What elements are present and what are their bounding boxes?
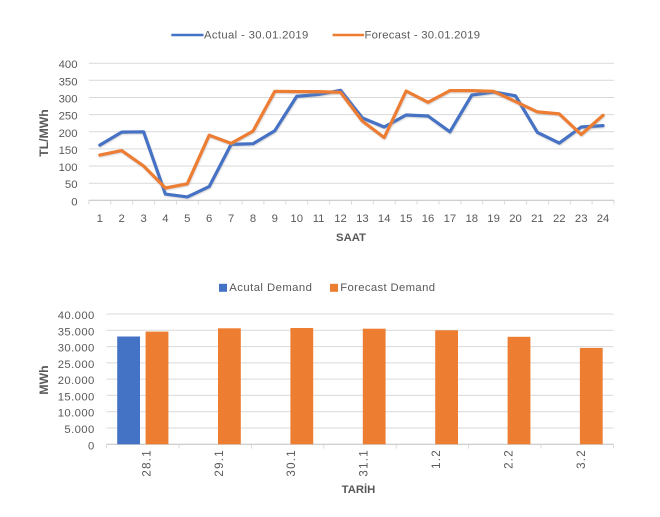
svg-text:7: 7: [228, 213, 234, 225]
svg-text:1: 1: [97, 213, 103, 225]
svg-text:6: 6: [206, 213, 212, 225]
svg-text:Forecast Demand: Forecast Demand: [340, 282, 435, 294]
svg-text:10: 10: [290, 213, 303, 225]
svg-text:TARİH: TARİH: [342, 483, 376, 496]
svg-text:20.000: 20.000: [58, 375, 95, 387]
svg-text:40.000: 40.000: [58, 310, 95, 322]
svg-text:3: 3: [140, 213, 146, 225]
svg-text:250: 250: [59, 111, 78, 123]
svg-text:19: 19: [487, 213, 500, 225]
svg-text:13: 13: [356, 213, 369, 225]
svg-text:30.000: 30.000: [58, 343, 95, 355]
svg-text:SAAT: SAAT: [336, 232, 366, 244]
svg-text:300: 300: [59, 94, 78, 106]
svg-text:MWh: MWh: [37, 365, 51, 394]
svg-text:18: 18: [466, 213, 479, 225]
svg-text:10.000: 10.000: [58, 408, 95, 420]
svg-text:TL/MWh: TL/MWh: [37, 109, 51, 156]
svg-text:24: 24: [597, 213, 610, 225]
svg-text:200: 200: [59, 128, 78, 140]
svg-text:17: 17: [444, 213, 457, 225]
svg-text:0: 0: [71, 196, 77, 208]
svg-text:25.000: 25.000: [58, 359, 95, 371]
svg-text:1.2: 1.2: [431, 449, 443, 469]
svg-text:15: 15: [400, 213, 413, 225]
svg-text:Actual - 30.01.2019: Actual - 30.01.2019: [204, 30, 309, 42]
svg-text:11: 11: [313, 213, 325, 225]
svg-text:5.000: 5.000: [64, 424, 94, 436]
svg-text:16: 16: [422, 213, 435, 225]
svg-text:350: 350: [59, 76, 78, 88]
svg-text:2.2: 2.2: [503, 449, 515, 469]
svg-text:50: 50: [65, 179, 78, 191]
svg-text:Forecast - 30.01.2019: Forecast - 30.01.2019: [365, 30, 481, 42]
svg-text:100: 100: [59, 162, 78, 174]
svg-text:15.000: 15.000: [58, 391, 95, 403]
svg-text:30.1: 30.1: [286, 449, 298, 477]
svg-text:3.2: 3.2: [576, 449, 588, 469]
svg-text:14: 14: [378, 213, 391, 225]
svg-text:150: 150: [59, 145, 78, 157]
svg-text:0: 0: [88, 440, 95, 452]
svg-text:28.1: 28.1: [141, 449, 153, 477]
svg-text:23: 23: [575, 213, 588, 225]
svg-text:9: 9: [272, 213, 278, 225]
svg-text:31.1: 31.1: [359, 449, 371, 477]
svg-text:Acutal Demand: Acutal Demand: [229, 282, 312, 294]
svg-text:400: 400: [59, 59, 78, 71]
svg-text:5: 5: [184, 213, 190, 225]
svg-text:22: 22: [553, 213, 566, 225]
svg-text:8: 8: [250, 213, 256, 225]
svg-text:12: 12: [334, 213, 347, 225]
svg-text:4: 4: [162, 213, 168, 225]
svg-text:20: 20: [509, 213, 522, 225]
svg-text:29.1: 29.1: [214, 449, 226, 477]
svg-text:2: 2: [119, 213, 125, 225]
svg-text:21: 21: [531, 213, 544, 225]
svg-text:35.000: 35.000: [58, 326, 95, 338]
